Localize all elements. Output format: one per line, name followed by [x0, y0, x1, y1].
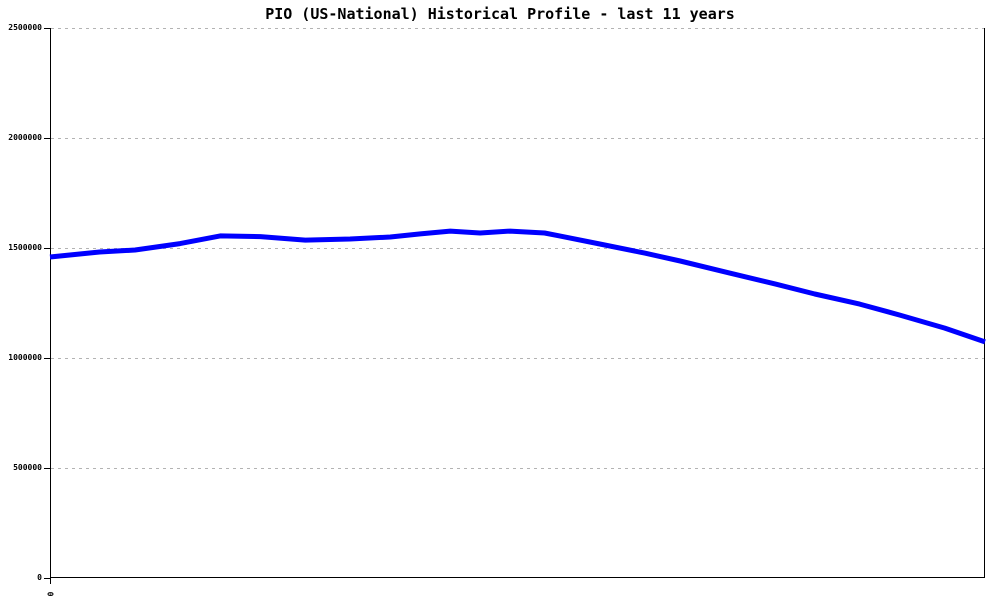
- axis-ticks: [44, 28, 51, 584]
- y-axis-tick-label: 2500000: [8, 23, 42, 32]
- y-axis-tick-label: 1000000: [8, 353, 42, 362]
- data-series: [49, 228, 986, 345]
- data-line-pio-us-national-: [49, 228, 986, 345]
- y-axis-tick-label: 1500000: [8, 243, 42, 252]
- plot-area: [44, 28, 986, 584]
- y-axis-tick-label: 2000000: [8, 133, 42, 142]
- y-axis-tick-label: 500000: [13, 463, 42, 472]
- x-axis-tick-label: 0: [45, 591, 55, 597]
- y-axis-tick-label: 0: [37, 573, 42, 582]
- gridlines: [51, 28, 984, 469]
- axes: [50, 28, 985, 578]
- chart-title: PIO (US-National) Historical Profile - l…: [265, 5, 735, 23]
